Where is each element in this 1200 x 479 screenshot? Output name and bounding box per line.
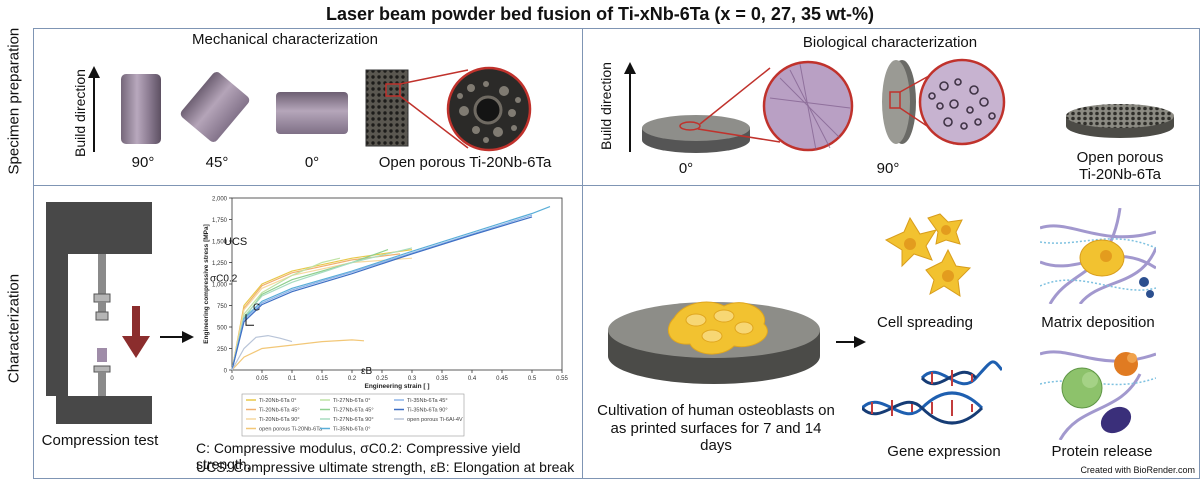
x-tick-label: 0.35 bbox=[436, 376, 448, 382]
y-axis-label: Engineering compressive stress [MPa] bbox=[203, 224, 210, 344]
x-tick-label: 0.4 bbox=[468, 376, 477, 382]
outcome-matrix-deposition: Matrix deposition bbox=[1041, 314, 1155, 331]
bio-porous-label-2: Ti-20Nb-6Ta bbox=[1079, 166, 1161, 183]
legend-entry: Ti-20Nb-6Ta 0° bbox=[259, 398, 296, 404]
series-line bbox=[231, 339, 365, 371]
figure-title: Laser beam powder bed fusion of Ti-xNb-6… bbox=[326, 4, 874, 24]
mechanical-build-direction-label: Build direction bbox=[72, 69, 88, 157]
bio-porous-label-1: Open porous bbox=[1076, 149, 1164, 166]
mechanical-porous-label: Open porous Ti-20Nb-6Ta bbox=[378, 154, 552, 171]
series-line bbox=[231, 216, 533, 371]
compression-test-label: Compression test bbox=[41, 432, 159, 449]
y-tick-label: 500 bbox=[217, 326, 228, 332]
legend-entry: Ti-27Nb-6Ta 45° bbox=[333, 408, 374, 414]
specimen-0-image bbox=[276, 92, 348, 134]
cultivation-label-1: Cultivation of human osteoblasts on bbox=[597, 402, 835, 419]
x-tick-label: 0.3 bbox=[408, 376, 417, 382]
caption-line-2: UCS: Compressive ultimate strength, εB: … bbox=[196, 459, 575, 475]
x-tick-label: 0 bbox=[230, 376, 234, 382]
chart-annotation: σC0.2 bbox=[210, 274, 238, 285]
cell-icon bbox=[884, 213, 972, 297]
x-tick-label: 0.1 bbox=[288, 376, 297, 382]
down-arrow-icon bbox=[122, 306, 150, 358]
legend-entry: Ti-20Nb-6Ta 45° bbox=[259, 408, 300, 414]
y-tick-label: 2,000 bbox=[212, 197, 228, 203]
bio-angle-0-label: 0° bbox=[678, 160, 694, 177]
series-line bbox=[231, 206, 551, 371]
legend-entry: open porous Ti-20Nb-6Ta bbox=[259, 427, 323, 433]
y-tick-label: 1,250 bbox=[212, 261, 228, 267]
compression-machine-icon bbox=[46, 202, 152, 424]
x-tick-label: 0.05 bbox=[256, 376, 268, 382]
legend-box bbox=[241, 393, 465, 437]
x-tick-label: 0.15 bbox=[316, 376, 328, 382]
y-tick-label: 1,500 bbox=[212, 240, 228, 246]
modulus-marker bbox=[245, 314, 254, 326]
x-tick-label: 0.25 bbox=[376, 376, 388, 382]
specimen-90-image bbox=[121, 74, 161, 144]
biorender-credit: Created with BioRender.com bbox=[1080, 465, 1195, 475]
outcome-protein-release: Protein release bbox=[1051, 443, 1153, 460]
caption-line-1: C: Compressive modulus, σC0.2: Compressi… bbox=[196, 440, 521, 472]
x-tick-label: 0.5 bbox=[528, 376, 537, 382]
series-line bbox=[231, 334, 293, 371]
right-arrow-icon bbox=[836, 336, 866, 348]
porous-disc-image bbox=[1066, 104, 1174, 138]
outcome-gene-expression: Gene expression bbox=[887, 443, 1001, 460]
x-tick-label: 0.45 bbox=[496, 376, 508, 382]
y-tick-label: 0 bbox=[224, 369, 228, 375]
right-arrow-icon bbox=[160, 331, 194, 343]
chart-annotation: UCS bbox=[224, 236, 247, 248]
legend-entry: Ti-27Nb-6Ta 90° bbox=[333, 417, 374, 423]
row-label-characterization: Characterization bbox=[5, 273, 23, 384]
biological-heading: Biological characterization bbox=[802, 34, 978, 51]
bio-angle-90-label: 90° bbox=[876, 160, 900, 177]
up-arrow-icon bbox=[88, 66, 100, 152]
angle-45-label: 45° bbox=[205, 154, 229, 171]
angle-0-label: 0° bbox=[304, 154, 320, 171]
up-arrow-icon bbox=[624, 62, 636, 152]
y-tick-label: 250 bbox=[217, 347, 228, 353]
chart-annotation: εB bbox=[361, 366, 372, 377]
disc-90-image bbox=[882, 58, 1006, 146]
y-tick-label: 1,750 bbox=[212, 218, 228, 224]
porous-lattice-image bbox=[365, 69, 469, 149]
cultivation-disc-image bbox=[608, 301, 820, 384]
stress-strain-chart: 0 250 500 750 1,000 1,250 1,500 1,750 2,000 0 0.05… bbox=[203, 197, 568, 437]
legend-entry: Ti-35Nb-6Ta 0° bbox=[333, 427, 370, 433]
cultivation-label-2: as printed surfaces for 7 and 14 days bbox=[610, 420, 822, 454]
x-tick-label: 0.55 bbox=[556, 376, 568, 382]
series-line bbox=[231, 214, 533, 371]
y-tick-label: 1,000 bbox=[212, 283, 228, 289]
legend-entry: Ti-35Nb-6Ta 45° bbox=[407, 398, 448, 404]
dna-icon bbox=[862, 360, 1002, 425]
outcome-cell-spreading: Cell spreading bbox=[877, 314, 973, 331]
porous-zoom-circle bbox=[446, 66, 532, 152]
angle-90-label: 90° bbox=[131, 154, 155, 171]
y-tick-label: 750 bbox=[217, 304, 228, 310]
plot-area bbox=[231, 197, 563, 371]
legend-entry: Ti-20Nb-6Ta 90° bbox=[259, 417, 300, 423]
legend-entry: Ti-27Nb-6Ta 0° bbox=[333, 398, 370, 404]
series-line bbox=[231, 257, 413, 371]
legend-entry: Ti-35Nb-6Ta 90° bbox=[407, 408, 448, 414]
chart-annotation: C bbox=[253, 303, 260, 314]
legend-entry: open porous Ti-6Al-4V bbox=[407, 417, 463, 423]
biological-build-direction-label: Build direction bbox=[598, 62, 614, 150]
mechanical-heading: Mechanical characterization bbox=[192, 31, 378, 48]
x-tick-label: 0.2 bbox=[348, 376, 357, 382]
protein-icon bbox=[1040, 350, 1156, 440]
disc-0-image bbox=[642, 60, 854, 153]
fiber-icon bbox=[1040, 208, 1156, 304]
x-axis-label: Engineering strain [ ] bbox=[364, 383, 429, 390]
